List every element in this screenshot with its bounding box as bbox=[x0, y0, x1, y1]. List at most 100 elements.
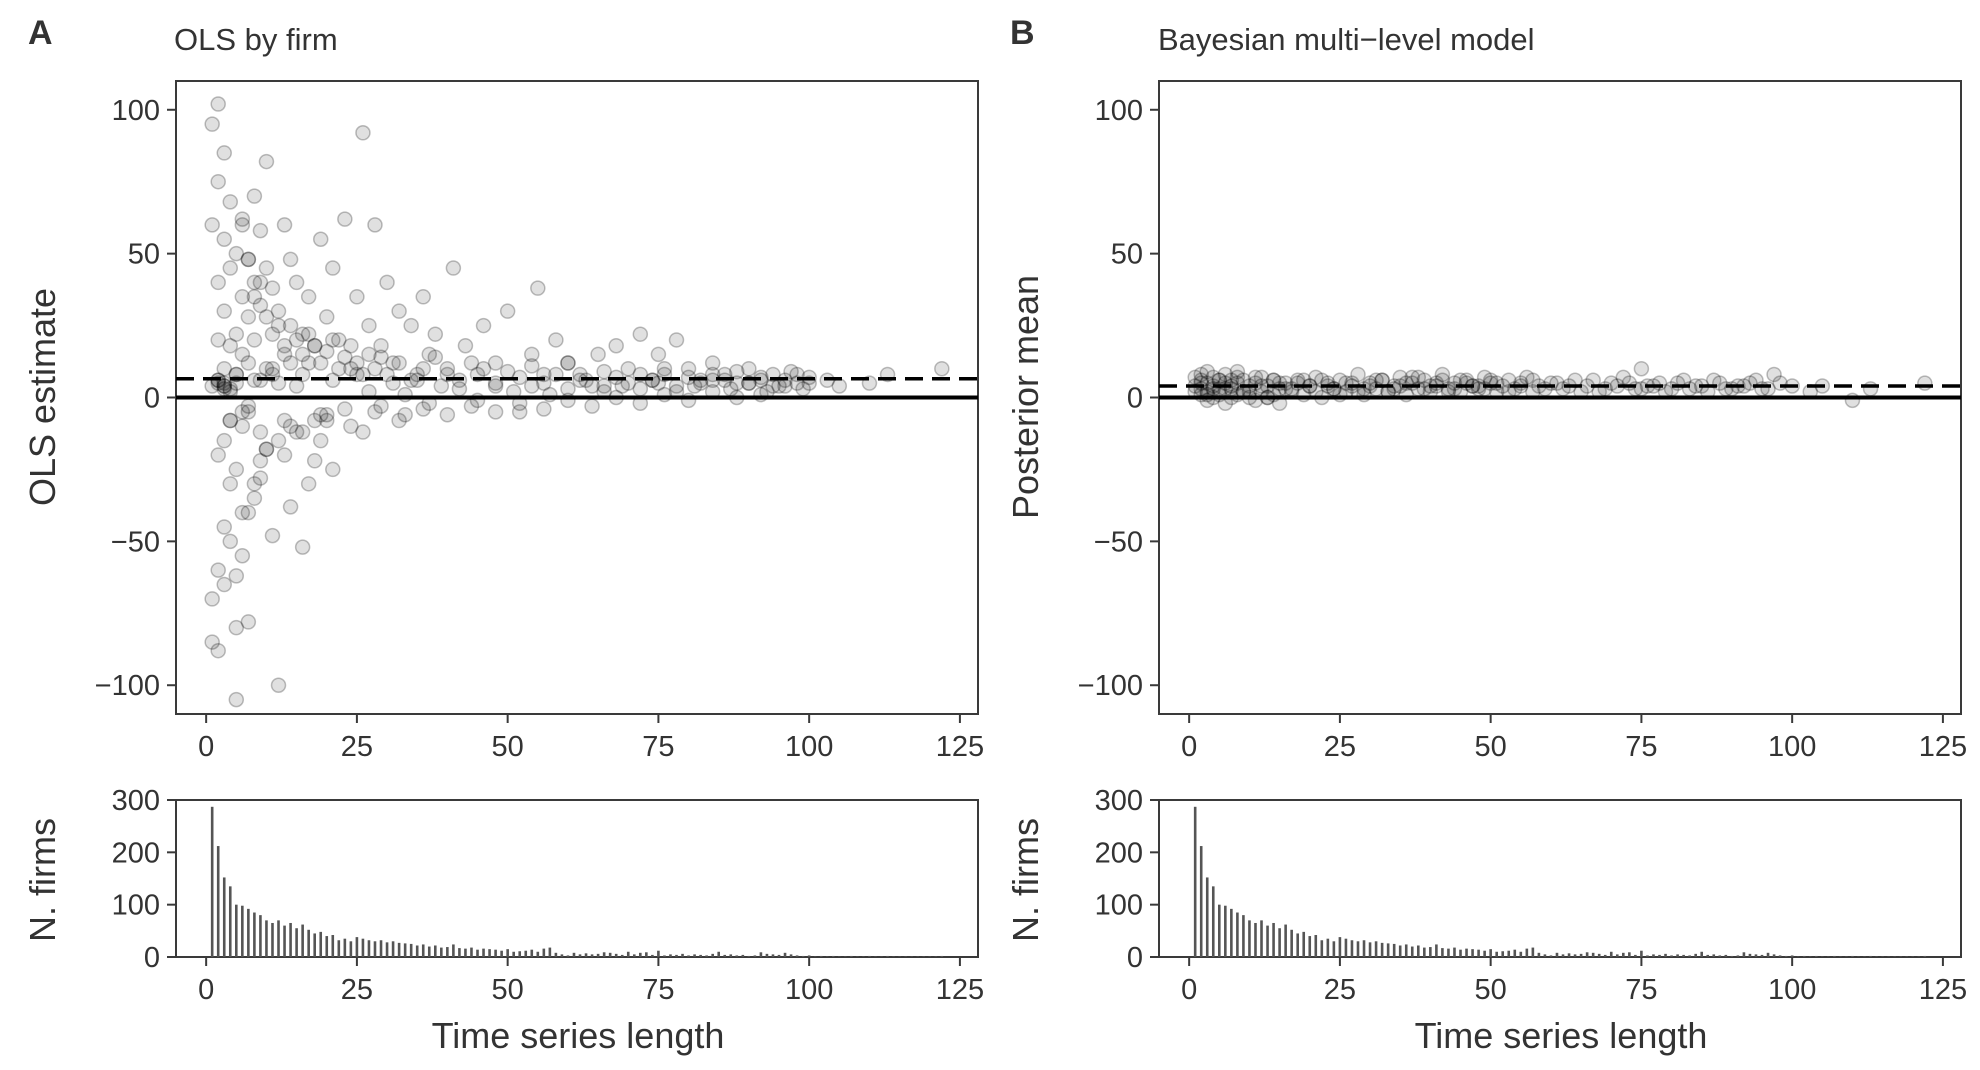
panel-b-hist-bar bbox=[1374, 941, 1378, 957]
panel-a-hist-bar bbox=[669, 954, 672, 957]
panel-a-point bbox=[331, 360, 347, 377]
panel-b-hist-bar bbox=[1688, 955, 1691, 957]
panel-b-hist-bar bbox=[1628, 952, 1631, 957]
panel-b-hist-ytick-label: 300 bbox=[1095, 785, 1143, 817]
panel-a-hist-xtick-label: 125 bbox=[936, 974, 984, 1006]
panel-b-point bbox=[1332, 372, 1348, 388]
panel-a-point bbox=[487, 355, 504, 371]
panel-a-point bbox=[264, 527, 281, 544]
panel-a-hist-bar bbox=[807, 955, 811, 957]
panel-a-point bbox=[632, 381, 649, 397]
panel-a-point bbox=[282, 251, 299, 268]
panel-b-hist-bar bbox=[1579, 953, 1583, 957]
panel-a-hist-bar bbox=[277, 920, 280, 957]
panel-b-hist-bar bbox=[1700, 951, 1704, 957]
panel-a-hist-bar bbox=[566, 955, 570, 957]
panel-a-hist-bar bbox=[910, 956, 913, 957]
panel-a-point bbox=[584, 398, 600, 414]
panel-b-hist-bar bbox=[1471, 949, 1474, 957]
panel-a-ytick-label: 0 bbox=[144, 383, 160, 415]
panel-a-hist-bar bbox=[596, 953, 600, 957]
panel-a-point bbox=[222, 533, 239, 550]
panel-a-point bbox=[778, 0, 792, 7]
panel-a-point bbox=[252, 274, 269, 291]
panel-b-hist-bar bbox=[1199, 846, 1203, 957]
panel-b-hist-bar bbox=[1254, 922, 1257, 957]
panel-a-point bbox=[222, 260, 239, 276]
panel-a-point bbox=[276, 447, 293, 463]
panel-a-point bbox=[596, 363, 612, 380]
panel-a-hist-bar bbox=[723, 954, 727, 957]
panel-b-hist-ylabel: N. firms bbox=[1005, 818, 1046, 942]
panel-a-point bbox=[319, 309, 335, 325]
panel-a-hist-bar bbox=[844, 956, 847, 957]
panel-a-hist-bar bbox=[319, 931, 323, 957]
panel-a-hist-axes-frame bbox=[175, 799, 979, 958]
panel-b-hist-bar bbox=[1284, 924, 1287, 957]
panel-b-hist-bar bbox=[1380, 942, 1384, 957]
panel-a-point bbox=[325, 461, 341, 478]
panel-a-point bbox=[282, 499, 299, 515]
panel-a-point bbox=[216, 231, 232, 247]
panel-b-ytick-label: 0 bbox=[1127, 383, 1143, 415]
panel-a-point bbox=[282, 418, 299, 435]
panel-a-point bbox=[596, 378, 612, 394]
panel-a-point bbox=[487, 375, 504, 391]
panel-a-point bbox=[542, 386, 558, 403]
panel-a-xtick-label: 25 bbox=[341, 731, 373, 763]
panel-b-hist-bar bbox=[1754, 954, 1758, 957]
panel-a-point bbox=[397, 386, 413, 403]
panel-a-point bbox=[240, 251, 257, 268]
panel-a-hist-bar bbox=[500, 950, 503, 957]
panel-a-point bbox=[216, 519, 232, 535]
panel-a-hist-bar bbox=[433, 945, 437, 957]
panel-a-hist-bar bbox=[874, 956, 877, 957]
panel-b-hist-bar bbox=[1869, 955, 1872, 957]
panel-b-xlabel: Time series length bbox=[1415, 1015, 1708, 1056]
panel-b-hist-axes-frame bbox=[1158, 799, 1962, 958]
panel-a-hist-bar bbox=[759, 952, 763, 957]
panel-b-xtick-label: 125 bbox=[1919, 731, 1967, 763]
panel-a-point bbox=[306, 412, 323, 429]
panel-a-point bbox=[252, 453, 269, 469]
panel-a-hist-bar bbox=[367, 940, 371, 957]
panel-a-xtick-label: 50 bbox=[492, 731, 524, 763]
panel-a-hist-bar bbox=[488, 949, 491, 957]
panel-a-point bbox=[222, 337, 239, 354]
panel-a-point bbox=[560, 355, 576, 371]
panel-a-point bbox=[457, 337, 474, 354]
panel-a-point bbox=[216, 378, 232, 394]
panel-a-hist-bar bbox=[675, 954, 678, 957]
panel-b-hist-bar bbox=[1356, 941, 1360, 957]
panel-b-hist-bar bbox=[1603, 954, 1607, 957]
panel-a-hist-bar bbox=[415, 945, 419, 957]
panel-a-hist-bar bbox=[554, 952, 558, 957]
panel-b-hist-bar bbox=[1772, 954, 1776, 957]
panel-a-hist-bar bbox=[427, 946, 431, 957]
panel-a-point bbox=[355, 125, 371, 141]
panel-b-hist-bar bbox=[1609, 951, 1613, 957]
panel-a-point bbox=[397, 407, 413, 423]
panel-b-hist-bar bbox=[1887, 956, 1890, 957]
panel-b-point bbox=[1434, 366, 1451, 383]
panel-b-hist-bar bbox=[1326, 938, 1330, 957]
panel-b-hist-xtick-label: 0 bbox=[1181, 974, 1197, 1006]
panel-b-hist-bar bbox=[1404, 944, 1408, 957]
panel-a-point bbox=[306, 337, 323, 354]
panel-a-point bbox=[704, 355, 721, 371]
panel-a-point bbox=[337, 211, 353, 227]
panel-b-hist-bar bbox=[1392, 943, 1396, 957]
panel-a-point bbox=[300, 326, 317, 342]
panel-a-hist-bar bbox=[560, 954, 564, 957]
panel-b-hist-bar bbox=[1814, 955, 1818, 957]
panel-b-hist-bar bbox=[1435, 944, 1438, 957]
panel-a-histogram: 0 25 50 75 100 125 0 100 200 300 bbox=[112, 785, 984, 1006]
panel-b-hist-bar bbox=[1537, 952, 1541, 957]
panel-a-hist-bar bbox=[584, 953, 588, 957]
panel-a-hist-bar bbox=[343, 938, 347, 957]
panel-b-hist-bar bbox=[1724, 954, 1728, 957]
panel-a-point bbox=[487, 378, 504, 394]
panel-a-point bbox=[288, 424, 305, 440]
panel-b-hist-bar bbox=[1658, 954, 1661, 957]
